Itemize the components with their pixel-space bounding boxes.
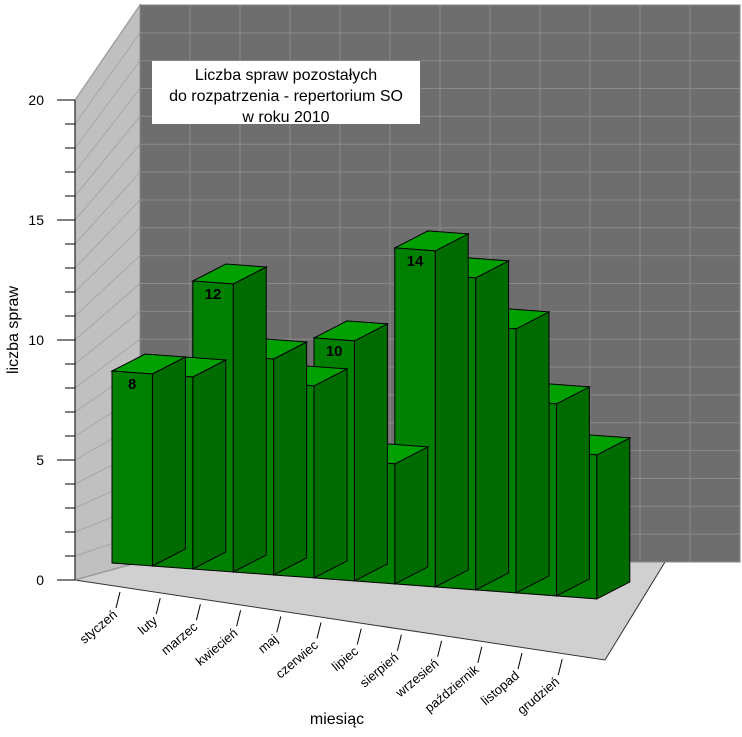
bar-side: [151, 356, 186, 567]
y-axis: 0 5 10 15 20: [28, 92, 76, 588]
x-tick-label: marzec: [158, 619, 201, 658]
x-tick: [437, 640, 443, 657]
x-tick: [236, 610, 242, 627]
x-tick-label: styczeń: [77, 607, 120, 647]
side-gridline: [74, 32, 141, 125]
side-gridline: [74, 60, 141, 149]
chart-bars: 68111314510891288: [110, 230, 632, 600]
y-tick-label: 0: [36, 572, 44, 588]
chart-title-line-3: w roku 2010: [241, 109, 329, 126]
side-gridline: [74, 199, 141, 269]
side-gridline: [74, 88, 141, 173]
y-tick-label: 5: [36, 452, 44, 468]
side-gridline: [74, 255, 141, 317]
side-gridline: [74, 338, 141, 389]
x-tick: [316, 622, 322, 639]
x-tick: [517, 652, 523, 670]
side-gridline: [74, 171, 141, 245]
side-gridline: [74, 116, 141, 197]
bar-side: [596, 437, 631, 600]
x-tick: [115, 591, 121, 609]
chart-title-line-1: Liczba spraw pozostałych: [195, 67, 377, 84]
x-tick: [477, 646, 483, 664]
bar-side: [515, 311, 550, 594]
bar-value-label: 14: [407, 253, 424, 270]
x-tick-label: luty: [135, 613, 161, 638]
x-tick: [557, 658, 563, 676]
x-tick: [356, 628, 362, 645]
bar-styczeń: 8: [110, 353, 188, 567]
side-gridline: [74, 310, 141, 365]
side-gridline: [74, 561, 141, 581]
bar-value-label: 10: [326, 343, 343, 360]
x-tick: [155, 597, 161, 615]
side-gridline: [74, 227, 141, 293]
x-tick-label: sierpień: [357, 650, 402, 691]
side-gridline: [74, 143, 141, 221]
x-axis-label: miesiąc: [310, 711, 364, 728]
bar-value-label: 12: [205, 286, 222, 303]
bar-side: [434, 233, 469, 588]
x-tick-label: maj: [255, 631, 281, 656]
x-tick: [276, 616, 282, 633]
bar-side: [555, 386, 590, 597]
y-tick-label: 15: [28, 212, 44, 228]
y-tick-label: 10: [28, 332, 44, 348]
bar-side: [232, 266, 267, 573]
bar-value-label: 8: [128, 376, 136, 393]
x-tick-label: lipiec: [329, 643, 362, 674]
side-gridline: [74, 4, 141, 101]
y-tick-label: 20: [28, 92, 44, 108]
bar-front: [111, 370, 153, 567]
bar-side: [475, 260, 510, 591]
bar-side: [313, 368, 348, 579]
x-tick-label: kwiecień: [193, 625, 241, 669]
x-tick: [195, 604, 201, 621]
y-axis-label: liczba spraw: [5, 286, 22, 374]
x-tick-label: czerwiec: [273, 637, 322, 681]
x-tick-label: grudzień: [514, 674, 562, 718]
side-gridline: [74, 283, 141, 341]
x-tick-label: listopad: [478, 668, 522, 708]
x-tick: [396, 634, 402, 651]
bar-side: [273, 341, 308, 576]
bar-side: [394, 446, 429, 585]
chart-title-line-2: do rozpatrzenia - repertorium SO: [169, 88, 403, 105]
bar-side: [192, 359, 227, 570]
chart-title-box: Liczba spraw pozostałych do rozpatrzenia…: [152, 61, 420, 126]
bar-side: [353, 323, 388, 582]
